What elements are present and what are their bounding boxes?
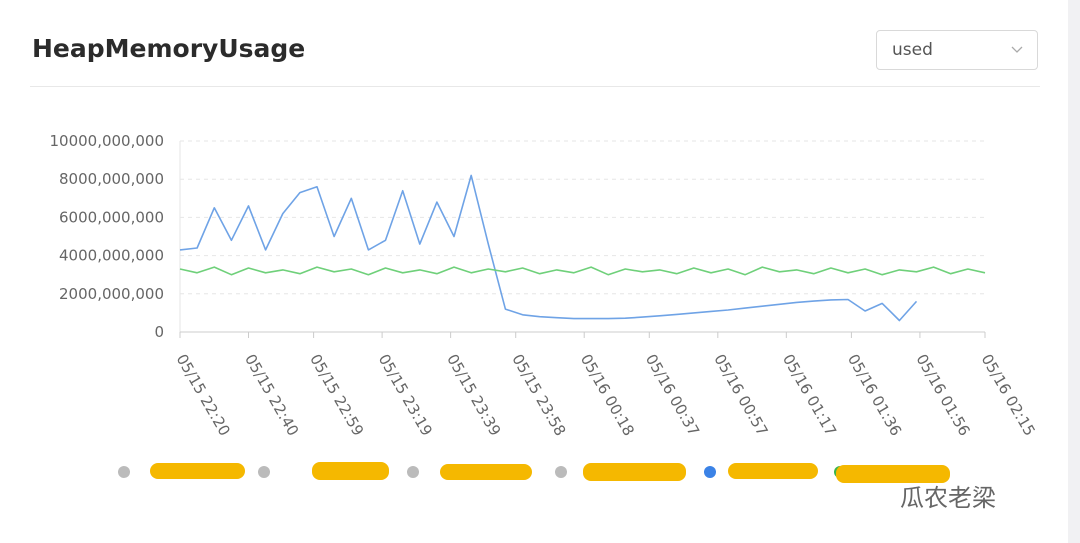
x-tick-label: 05/15 23:39: [443, 351, 504, 439]
y-tick-label: 10000,000,000: [49, 132, 164, 150]
x-tick-label: 05/15 22:59: [306, 351, 367, 439]
x-tick-label: 05/15 23:58: [508, 351, 569, 439]
redaction: [440, 464, 532, 480]
x-tick-label: 05/16 01:56: [912, 351, 973, 439]
legend-dot: [118, 466, 130, 478]
y-tick-label: 2000,000,000: [59, 285, 164, 303]
y-tick-label: 6000,000,000: [59, 208, 164, 226]
redaction: [312, 462, 389, 480]
legend: [118, 462, 950, 483]
x-tick-label: 05/16 01:36: [844, 351, 905, 439]
redaction: [728, 463, 818, 479]
panel-title: HeapMemoryUsage: [32, 34, 306, 63]
series-line: [179, 174, 918, 322]
watermark: 瓜农老梁: [900, 484, 996, 512]
legend-dot: [704, 466, 716, 478]
x-tick-label: 05/15 22:40: [241, 351, 302, 439]
x-tick-label: 05/16 01:17: [779, 351, 840, 439]
y-tick-label: 4000,000,000: [59, 247, 164, 265]
x-tick-label: 05/16 00:18: [577, 351, 638, 439]
x-tick-label: 05/16 00:37: [642, 351, 703, 439]
divider: [30, 86, 1040, 87]
x-tick-label: 05/15 23:19: [375, 351, 436, 439]
chevron: [1011, 46, 1023, 53]
legend-dot: [407, 466, 419, 478]
x-tick-label: 05/15 22:20: [173, 351, 234, 439]
x-tick-label: 05/16 00:57: [710, 351, 771, 439]
legend-dot: [258, 466, 270, 478]
redaction: [583, 463, 686, 481]
x-tick-label: 05/16 02:15: [978, 351, 1039, 439]
metric-select[interactable]: used: [876, 30, 1038, 70]
series-line: [179, 266, 986, 276]
legend-dot: [555, 466, 567, 478]
redaction: [150, 463, 245, 479]
select-value: used: [892, 40, 933, 60]
y-tick-label: 0: [154, 323, 164, 341]
y-tick-label: 8000,000,000: [59, 170, 164, 188]
redaction: [836, 465, 950, 483]
